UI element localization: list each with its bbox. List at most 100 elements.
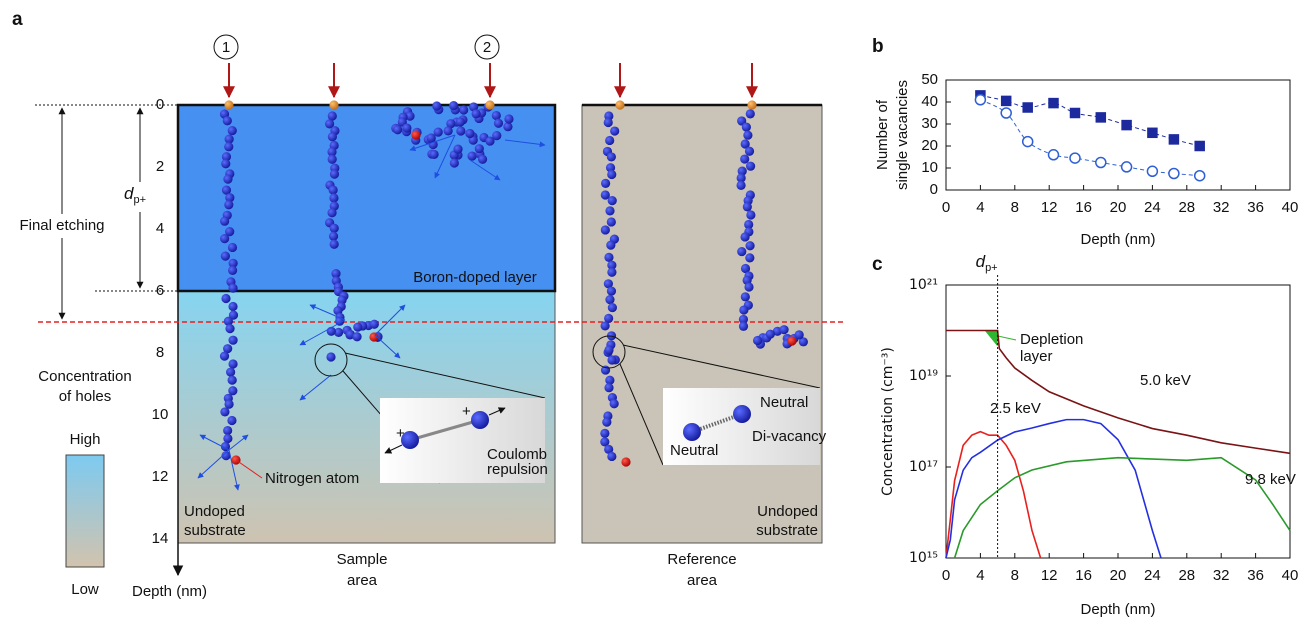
- recoil-arrow: [299, 319, 346, 346]
- vacancy: [465, 128, 475, 139]
- y-tick-label: 10¹⁷: [909, 459, 938, 475]
- vacancy: [228, 258, 238, 268]
- vacancy: [604, 383, 614, 393]
- point: [1000, 95, 1012, 107]
- vacancy: [605, 295, 615, 305]
- vacancy: [228, 301, 238, 312]
- recoil-arrow: [199, 434, 230, 451]
- vacancy: [607, 267, 617, 277]
- final-etching: Final etching: [19, 217, 104, 234]
- vacancy: [603, 117, 613, 128]
- legend-bar: [65, 454, 105, 568]
- nitrogen-label: Nitrogen atom: [265, 470, 359, 487]
- point: [1069, 152, 1081, 164]
- series-label: 2.5 keV: [990, 400, 1041, 417]
- inset-ball: [401, 431, 419, 449]
- dp-main: d: [124, 184, 134, 203]
- area-label: area: [687, 572, 718, 589]
- depth-tick-label: 6: [156, 282, 164, 299]
- vacancy: [740, 154, 750, 164]
- x-tick-label: 12: [1041, 567, 1058, 584]
- point: [1194, 140, 1205, 152]
- vacancy: [745, 241, 755, 251]
- vacancy: [329, 100, 339, 110]
- substrate-label: substrate: [184, 522, 246, 539]
- vacancy: [604, 444, 614, 454]
- vacancy: [327, 154, 337, 164]
- inset-ball: [471, 411, 489, 429]
- area-label: Sample: [337, 551, 388, 568]
- vacancy: [736, 180, 746, 190]
- vacancy: [737, 246, 747, 257]
- vacancy: [504, 114, 514, 124]
- vacancy: [228, 283, 238, 293]
- vacancy: [503, 122, 513, 132]
- coulomb: repulsion: [487, 461, 548, 478]
- point: [1168, 167, 1180, 180]
- legend-title: of holes: [59, 388, 112, 405]
- vacancy: [228, 335, 238, 345]
- vacancy: [331, 268, 341, 279]
- depth-tick-label: 10: [152, 406, 169, 423]
- vacancy: [600, 321, 610, 331]
- neutral: Neutral: [670, 442, 718, 459]
- callout-line: [344, 352, 546, 399]
- area-label: area: [347, 572, 378, 589]
- dp-label: dp+: [124, 184, 146, 205]
- vacancy: [744, 219, 754, 230]
- vacancy: [369, 332, 379, 342]
- x-tick-label: 8: [1011, 567, 1019, 584]
- vacancy: [739, 305, 749, 315]
- x-tick-label: 32: [1213, 567, 1230, 584]
- y-tick-label: 20: [921, 137, 938, 154]
- point: [974, 94, 987, 106]
- vacancy: [228, 386, 238, 396]
- vacancy: [740, 263, 751, 274]
- vacancy: [605, 206, 615, 216]
- vacancy: [329, 169, 340, 179]
- vacancy: [621, 457, 631, 467]
- vacancy: [449, 158, 459, 168]
- repel: [384, 444, 403, 454]
- recoil-arrow: [469, 159, 501, 181]
- vacancy: [225, 226, 235, 237]
- recoil-arrow: [374, 334, 401, 359]
- vacancy: [740, 292, 750, 302]
- x-tick-label: 4: [976, 567, 984, 584]
- vacancy: [471, 109, 481, 119]
- vacancy: [607, 355, 617, 365]
- y-tick-label: 10¹⁹: [909, 368, 938, 384]
- boron-layer: [176, 103, 557, 293]
- coulomb: Coulomb: [487, 446, 547, 463]
- vacancy: [469, 102, 479, 112]
- vacancy: [221, 152, 232, 162]
- vacancy: [220, 216, 230, 226]
- vacancy: [740, 232, 750, 242]
- vacancy: [225, 193, 235, 203]
- plot-frame: [945, 284, 1291, 559]
- substrate-label: substrate: [756, 522, 818, 539]
- vacancy: [607, 195, 617, 206]
- point: [1095, 156, 1107, 169]
- fit-line: [980, 94, 1200, 147]
- vacancy: [738, 314, 749, 325]
- impact-marker: [213, 34, 239, 60]
- vacancy: [455, 117, 465, 127]
- vacancy: [746, 210, 756, 220]
- vacancy: [224, 399, 234, 409]
- vacancy: [328, 231, 339, 241]
- x-axis-label: Depth (nm): [1080, 231, 1155, 248]
- depth-tick-label: 2: [156, 158, 164, 175]
- area-label: Reference: [667, 551, 736, 568]
- vacancy: [402, 123, 412, 133]
- x-tick-label: 24: [1144, 567, 1161, 584]
- vacancy: [615, 100, 625, 110]
- vacancy: [492, 131, 502, 141]
- vacancy: [220, 407, 230, 417]
- vacancy: [605, 375, 615, 385]
- recoil-arrow: [309, 304, 346, 321]
- divacancy: Di-vacancy: [752, 428, 827, 445]
- charge: +: [396, 425, 405, 442]
- callout-line: [622, 344, 821, 389]
- series-line: [945, 430, 1042, 559]
